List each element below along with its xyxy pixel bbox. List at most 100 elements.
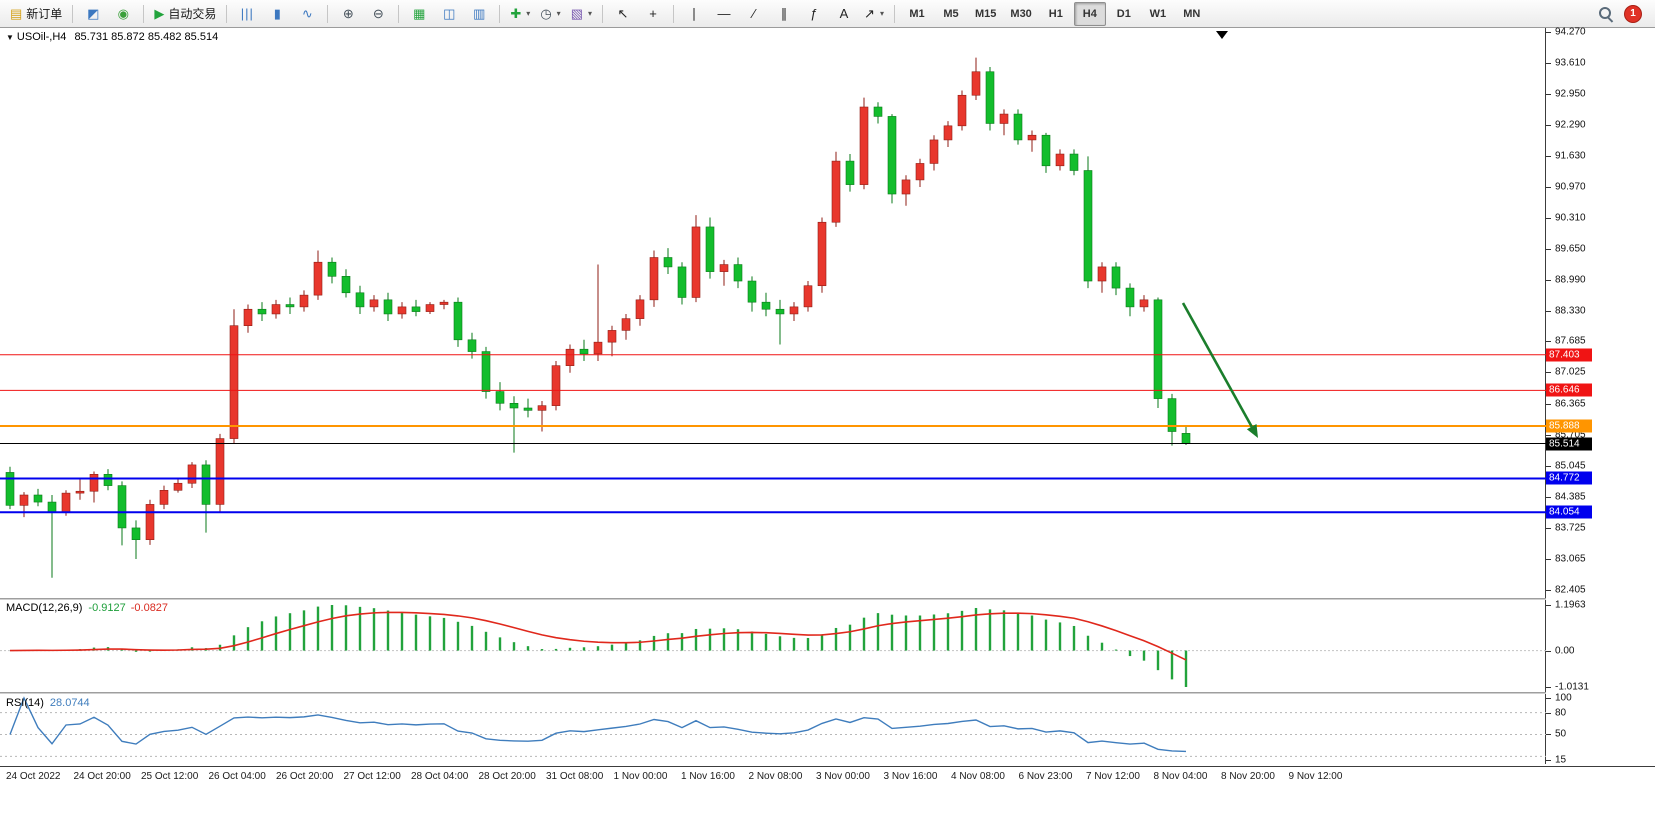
price-tag-85.514[interactable]: 85.514 bbox=[1546, 437, 1592, 451]
axis-tick bbox=[1546, 124, 1551, 126]
channel-button[interactable]: ∥ bbox=[769, 2, 799, 26]
profiles-button[interactable]: ◉ bbox=[108, 2, 138, 26]
price-tag-85.888[interactable]: 85.888 bbox=[1546, 419, 1592, 433]
indicators-button[interactable]: ✚ ▾ bbox=[505, 2, 535, 26]
timeframe-mn-button[interactable]: MN bbox=[1183, 7, 1201, 20]
auto-trading-button-label: 自动交易 bbox=[168, 7, 217, 21]
periods-button[interactable]: ◷ ▾ bbox=[535, 2, 565, 26]
search-icon[interactable] bbox=[1598, 6, 1614, 22]
arrows-button[interactable]: ↗ ▾ bbox=[859, 2, 889, 26]
price-axis-label: 88.990 bbox=[1555, 274, 1586, 286]
price-axis-label: 90.970 bbox=[1555, 181, 1586, 193]
ohlc-bars-button[interactable]: ||| bbox=[232, 2, 262, 26]
zoom-out-button[interactable]: ⊖ bbox=[363, 2, 393, 26]
price-axis-label: 85.705 bbox=[1555, 429, 1586, 441]
time-axis[interactable]: 24 Oct 2022 24 Oct 20:00 25 Oct 12:00 26 Oc… bbox=[0, 766, 1655, 788]
time-label: 1 Nov 00:00 bbox=[613, 771, 668, 782]
price-axis[interactable]: 94.270 93.610 92.950 92.290 91.630 90.970 90.3… bbox=[1546, 26, 1655, 766]
notification-badge[interactable]: 1 bbox=[1624, 4, 1642, 23]
caret-down-icon: ▾ bbox=[587, 9, 592, 18]
vertical-line-icon: ∣ bbox=[690, 6, 698, 21]
symbol-timeframe-label: USOil-,H4 bbox=[16, 31, 67, 43]
macd-axis-label: 0.00 bbox=[1555, 645, 1575, 657]
zoom-in-button[interactable]: ⊕ bbox=[333, 2, 363, 26]
time-label: 8 Nov 04:00 bbox=[1153, 771, 1208, 782]
macd-label: MACD(12,26,9) bbox=[6, 602, 83, 614]
axis-tick bbox=[1546, 311, 1551, 313]
templates-icon: ▧ bbox=[570, 6, 583, 21]
timeframe-m30-button[interactable]: M30 bbox=[1010, 7, 1032, 20]
trendline-button[interactable]: ∕ bbox=[739, 2, 769, 26]
new-order-button[interactable]: ▤ 新订单 bbox=[5, 2, 67, 26]
cursor-button[interactable]: ↖ bbox=[608, 2, 638, 26]
horizontal-line-button[interactable]: — bbox=[709, 2, 739, 26]
axis-tick bbox=[1546, 589, 1551, 591]
line-chart-button[interactable]: ∿ bbox=[292, 2, 322, 26]
timeframe-d1-button[interactable]: D1 bbox=[1116, 7, 1131, 20]
timeframe-m5-button[interactable]: M5 bbox=[943, 7, 959, 20]
new-chart-button[interactable]: ◩ bbox=[78, 2, 108, 26]
templates-button[interactable]: ▧ ▾ bbox=[566, 2, 597, 26]
macd-canvas[interactable] bbox=[0, 600, 1546, 692]
candlestick-chart-canvas[interactable] bbox=[0, 28, 1546, 598]
price-chart-panel[interactable] bbox=[0, 28, 1546, 598]
rsi-canvas[interactable] bbox=[0, 694, 1546, 764]
new-order-button-label: 新订单 bbox=[26, 7, 63, 21]
crosshair-button[interactable]: + bbox=[638, 2, 668, 26]
candles bbox=[5, 57, 1191, 578]
trend-arrow-annotation[interactable] bbox=[1181, 302, 1258, 438]
timeframe-h1-button[interactable]: H1 bbox=[1048, 7, 1063, 20]
zoom-out-icon: ⊖ bbox=[372, 6, 384, 21]
fibonacci-button[interactable]: ƒ bbox=[799, 2, 829, 26]
rsi-panel[interactable] bbox=[0, 694, 1546, 764]
price-axis-label: 94.270 bbox=[1555, 26, 1586, 38]
candlestick-chart-button[interactable]: ▮ bbox=[262, 2, 292, 26]
price-tag-84.772[interactable]: 84.772 bbox=[1546, 471, 1592, 485]
panel-splitter[interactable] bbox=[0, 598, 1655, 600]
timeframe-h4-button[interactable]: H4 bbox=[1073, 1, 1106, 26]
axis-tick bbox=[1546, 434, 1551, 436]
panel-splitter[interactable] bbox=[0, 692, 1655, 694]
axis-tick bbox=[1546, 650, 1551, 652]
macd-histogram bbox=[22, 605, 1188, 687]
chart-collapse-icon[interactable]: ▼ bbox=[6, 33, 14, 42]
bottom-filler bbox=[0, 788, 1655, 826]
price-tag-87.403[interactable]: 87.403 bbox=[1546, 348, 1592, 362]
cascade-windows-button[interactable]: ◫ bbox=[434, 2, 464, 26]
time-label: 3 Nov 16:00 bbox=[883, 771, 938, 782]
toolbar-separator bbox=[398, 4, 400, 23]
crosshair-icon: + bbox=[649, 6, 657, 21]
time-label: 25 Oct 12:00 bbox=[141, 771, 199, 782]
time-label: 9 Nov 12:00 bbox=[1288, 771, 1343, 782]
price-tag-86.646[interactable]: 86.646 bbox=[1546, 383, 1592, 397]
timeframe-m1-button[interactable]: M1 bbox=[909, 7, 925, 20]
cursor-icon: ↖ bbox=[617, 6, 629, 21]
axis-tick bbox=[1546, 341, 1551, 343]
rsi-label: RSI(14) bbox=[6, 697, 44, 709]
time-label: 28 Oct 20:00 bbox=[478, 771, 536, 782]
timeframe-m15-button[interactable]: M15 bbox=[975, 7, 997, 20]
chart-shift-marker[interactable] bbox=[1216, 31, 1228, 39]
line-chart-icon: ∿ bbox=[301, 6, 313, 21]
profiles-icon: ◉ bbox=[117, 6, 129, 21]
channel-icon: ∥ bbox=[780, 6, 788, 21]
arrange-windows-button[interactable]: ▥ bbox=[464, 2, 494, 26]
price-tag-84.054[interactable]: 84.054 bbox=[1546, 505, 1592, 519]
auto-trading-icon: ▶ bbox=[154, 6, 165, 21]
macd-panel[interactable] bbox=[0, 600, 1546, 692]
caret-down-icon: ▾ bbox=[556, 9, 561, 18]
tile-windows-button[interactable]: ▦ bbox=[404, 2, 434, 26]
caret-down-icon: ▾ bbox=[526, 9, 531, 18]
axis-tick bbox=[1546, 558, 1551, 560]
text-button[interactable]: A bbox=[829, 2, 859, 26]
axis-tick bbox=[1546, 687, 1551, 688]
timeframe-w1-button[interactable]: W1 bbox=[1149, 7, 1167, 20]
axis-tick bbox=[1546, 31, 1551, 33]
time-label: 26 Oct 04:00 bbox=[208, 771, 266, 782]
auto-trading-button[interactable]: ▶ 自动交易 bbox=[149, 2, 221, 26]
vertical-line-button[interactable]: ∣ bbox=[679, 2, 709, 26]
trendline-icon: ∕ bbox=[752, 6, 756, 21]
time-label: 8 Nov 20:00 bbox=[1221, 771, 1275, 782]
chart-symbol-header: ▼ USOil-,H4 85.731 85.872 85.482 85.514 bbox=[6, 31, 218, 43]
